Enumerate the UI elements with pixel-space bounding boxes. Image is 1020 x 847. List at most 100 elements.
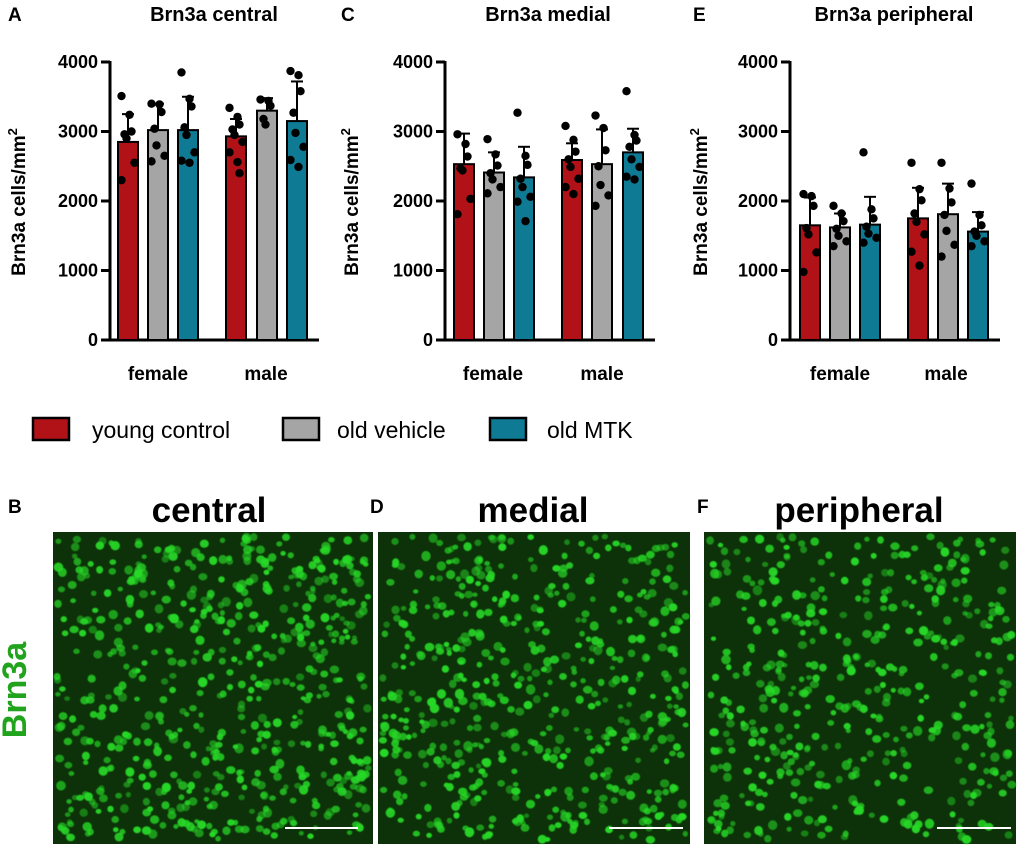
nucleus xyxy=(167,811,177,820)
nucleus xyxy=(887,569,895,577)
nucleus xyxy=(707,816,716,824)
nucleus xyxy=(933,564,943,572)
nucleus xyxy=(269,765,280,774)
nucleus xyxy=(500,657,510,666)
nucleus xyxy=(781,613,790,622)
nucleus xyxy=(189,563,197,571)
nucleus xyxy=(864,688,872,695)
nucleus xyxy=(868,812,875,818)
nucleus xyxy=(990,752,1000,762)
data-point xyxy=(127,127,136,136)
nucleus xyxy=(979,549,986,556)
nucleus xyxy=(587,702,596,710)
data-point xyxy=(972,231,981,240)
nucleus xyxy=(484,608,493,617)
nucleus xyxy=(860,756,867,762)
nucleus xyxy=(346,830,353,835)
nucleus xyxy=(160,678,169,685)
nucleus xyxy=(846,666,856,676)
nucleus xyxy=(198,726,205,733)
nucleus xyxy=(667,646,676,654)
nucleus xyxy=(746,661,752,667)
legend-label: old vehicle xyxy=(337,417,446,443)
nucleus xyxy=(720,547,729,556)
nucleus xyxy=(256,737,263,743)
nucleus xyxy=(238,794,245,801)
nucleus xyxy=(449,558,456,564)
panel-letter-a: A xyxy=(8,5,22,26)
nucleus xyxy=(250,674,257,681)
nucleus xyxy=(314,576,324,586)
nucleus xyxy=(533,594,540,601)
nucleus xyxy=(880,595,888,603)
nucleus xyxy=(203,796,210,802)
nucleus xyxy=(94,740,101,748)
nucleus xyxy=(851,770,860,779)
nucleus xyxy=(254,644,262,652)
data-point xyxy=(842,237,851,246)
nucleus xyxy=(898,671,905,677)
nucleus xyxy=(766,618,776,627)
nucleus xyxy=(155,787,164,797)
nucleus xyxy=(953,712,963,721)
nucleus xyxy=(218,646,227,654)
nucleus xyxy=(520,824,530,832)
nucleus xyxy=(803,745,811,753)
nucleus xyxy=(601,533,608,540)
nucleus xyxy=(782,762,791,770)
nucleus xyxy=(585,577,595,585)
nucleus xyxy=(352,812,359,818)
nucleus xyxy=(441,755,447,761)
nucleus xyxy=(707,691,715,699)
data-point xyxy=(839,216,848,226)
nucleus xyxy=(177,659,187,667)
nucleus xyxy=(559,564,569,572)
nucleus xyxy=(621,818,629,825)
nucleus xyxy=(403,751,412,759)
nucleus xyxy=(53,673,61,681)
nucleus xyxy=(988,601,995,608)
data-point xyxy=(225,103,234,113)
nucleus xyxy=(86,737,94,745)
legend-label: old MTK xyxy=(547,417,633,443)
data-point xyxy=(488,175,497,184)
micrograph-central: B central xyxy=(8,491,373,844)
nucleus xyxy=(549,655,560,664)
nucleus xyxy=(256,695,262,702)
nucleus xyxy=(282,677,290,685)
nucleus xyxy=(302,614,310,622)
nucleus xyxy=(998,688,1007,697)
nucleus xyxy=(776,533,784,541)
nucleus xyxy=(359,786,367,794)
nucleus xyxy=(741,606,747,612)
nucleus xyxy=(509,728,519,737)
nucleus xyxy=(401,793,408,800)
nucleus xyxy=(507,706,515,713)
nucleus xyxy=(726,826,734,835)
nucleus xyxy=(444,547,452,554)
nucleus xyxy=(432,596,440,603)
nucleus xyxy=(488,655,494,661)
nucleus xyxy=(515,707,525,716)
nucleus xyxy=(343,554,353,565)
nucleus xyxy=(672,651,678,658)
nucleus xyxy=(977,819,987,829)
nucleus xyxy=(889,771,898,780)
nucleus xyxy=(198,573,208,581)
data-point xyxy=(837,209,846,218)
nucleus xyxy=(643,594,651,600)
nucleus xyxy=(811,619,820,626)
nucleus xyxy=(677,707,687,718)
nucleus xyxy=(629,831,638,839)
nucleus xyxy=(262,678,272,687)
chart-brn3a-peripheral: E Brn3a peripheral Brn3a cells/mm2 0 1000… xyxy=(687,4,1000,385)
nucleus xyxy=(580,678,586,684)
nucleus xyxy=(743,831,752,839)
nucleus xyxy=(190,657,198,665)
nucleus xyxy=(287,815,295,823)
nucleus xyxy=(783,553,791,559)
nucleus xyxy=(429,742,437,750)
nucleus xyxy=(818,586,825,593)
data-point xyxy=(147,99,156,108)
nucleus xyxy=(328,631,334,638)
